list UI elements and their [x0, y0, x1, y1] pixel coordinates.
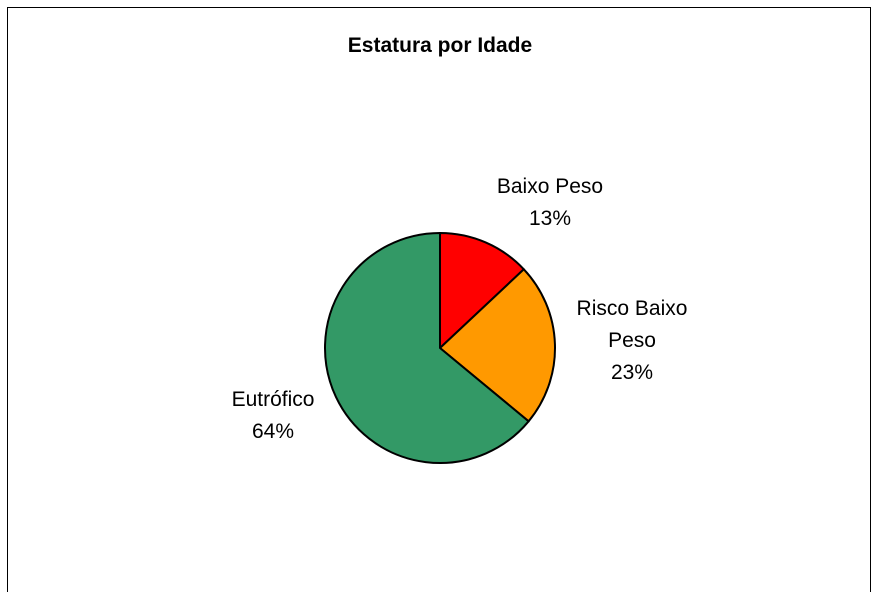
chart-title: Estatura por Idade [347, 34, 533, 57]
pie-slice-eutrofico [324, 232, 530, 464]
label-baixo-peso-percent: 13% [528, 207, 572, 230]
label-risco-baixo-peso-name: Risco Baixo Peso [576, 297, 688, 352]
label-eutrofico-percent: 64% [251, 420, 295, 443]
label-eutrofico-name: Eutrófico [231, 388, 315, 411]
label-baixo-peso: Baixo Peso 13% [470, 171, 630, 235]
label-baixo-peso-name: Baixo Peso [496, 175, 604, 198]
pie-slice-baixo-peso [439, 232, 525, 349]
label-risco-baixo-peso: Risco Baixo Peso 23% [557, 293, 707, 389]
label-risco-baixo-peso-percent: 23% [610, 361, 654, 384]
pie-slice-risco-baixo-peso [439, 268, 556, 423]
pie-slices [324, 232, 556, 464]
label-eutrofico: Eutrófico 64% [208, 384, 338, 448]
